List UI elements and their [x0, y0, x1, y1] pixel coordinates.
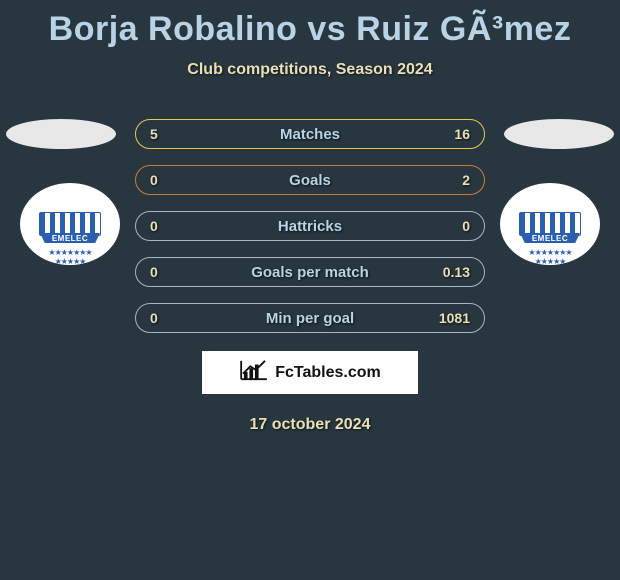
- footer: FcTables.com: [0, 351, 620, 394]
- page-subtitle: Club competitions, Season 2024: [0, 61, 620, 79]
- stat-label: Min per goal: [266, 310, 354, 327]
- chart-icon: [239, 359, 269, 386]
- date-text: 17 october 2024: [0, 416, 620, 434]
- stat-value-left: 0: [150, 172, 158, 188]
- stat-value-left: 0: [150, 218, 158, 234]
- stat-value-left: 5: [150, 126, 158, 142]
- stat-value-left: 0: [150, 264, 158, 280]
- club-badge-left: EMELEC ★★★★★★★★★★★★: [20, 183, 120, 265]
- stat-label: Goals: [289, 172, 331, 189]
- badge-stars: ★★★★★★★★★★★★: [519, 248, 581, 266]
- badge-club-name: EMELEC: [519, 234, 581, 243]
- stat-label: Matches: [280, 126, 340, 143]
- stat-value-right: 1081: [439, 310, 470, 326]
- stat-row: 0 Hattricks 0: [135, 211, 485, 241]
- badge-inner: EMELEC ★★★★★★★★★★★★: [39, 212, 101, 236]
- stat-label: Hattricks: [278, 218, 342, 235]
- stat-value-right: 16: [454, 126, 470, 142]
- badge-club-name: EMELEC: [39, 234, 101, 243]
- stats-table: 5 Matches 16 0 Goals 2 0 Hattricks 0 0 Goals per m…: [135, 119, 485, 333]
- badge-stars: ★★★★★★★★★★★★: [39, 248, 101, 266]
- stat-row: 0 Goals 2: [135, 165, 485, 195]
- content-area: EMELEC ★★★★★★★★★★★★ EMELEC ★★★★★★★★★★★★ …: [0, 119, 620, 333]
- brand-text: FcTables.com: [275, 364, 381, 382]
- comparison-infographic: Borja Robalino vs Ruiz GÃ³mez Club compe…: [0, 0, 620, 434]
- stat-value-right: 0: [462, 218, 470, 234]
- stat-row: 0 Goals per match 0.13: [135, 257, 485, 287]
- brand-box: FcTables.com: [202, 351, 418, 394]
- stat-value-left: 0: [150, 310, 158, 326]
- badge-inner: EMELEC ★★★★★★★★★★★★: [519, 212, 581, 236]
- stat-value-right: 0.13: [443, 264, 470, 280]
- stat-value-right: 2: [462, 172, 470, 188]
- page-title: Borja Robalino vs Ruiz GÃ³mez: [0, 0, 620, 49]
- stat-label: Goals per match: [251, 264, 369, 281]
- badge-flag: [39, 212, 101, 236]
- badge-flag: [519, 212, 581, 236]
- stat-row: 0 Min per goal 1081: [135, 303, 485, 333]
- club-badge-right: EMELEC ★★★★★★★★★★★★: [500, 183, 600, 265]
- stat-row: 5 Matches 16: [135, 119, 485, 149]
- player-image-placeholder-right: [504, 119, 614, 149]
- player-image-placeholder-left: [6, 119, 116, 149]
